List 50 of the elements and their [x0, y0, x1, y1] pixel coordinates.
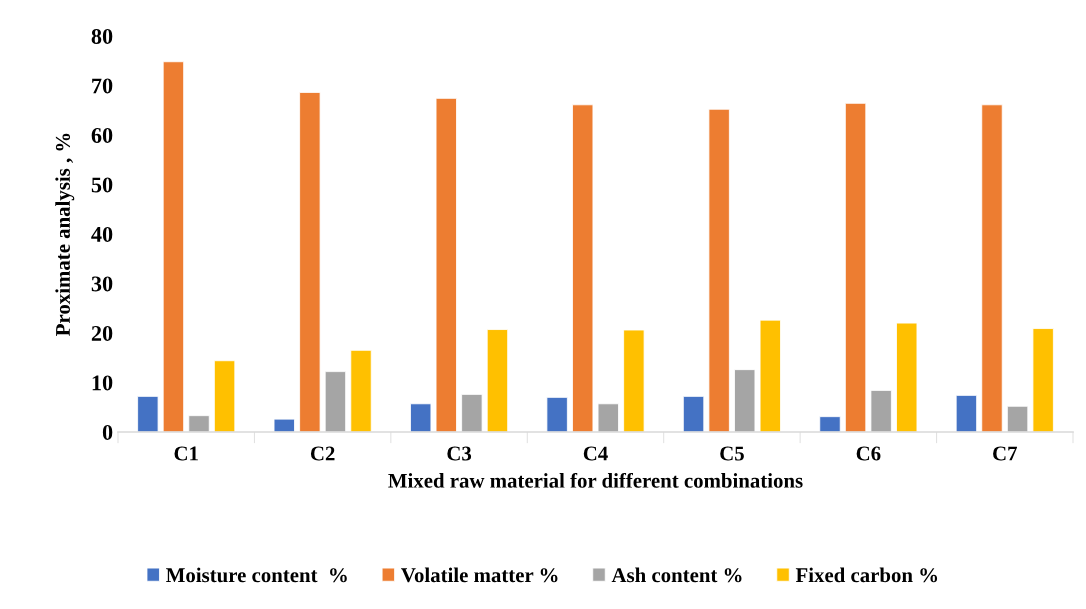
bar — [870, 390, 892, 432]
bar — [213, 360, 236, 432]
x-tick-label: C7 — [993, 446, 1018, 461]
bar — [955, 394, 978, 432]
bar — [188, 415, 210, 432]
bar — [324, 371, 347, 432]
bar — [273, 418, 295, 432]
bar — [759, 319, 781, 432]
x-tick-label: C2 — [310, 446, 335, 461]
bar — [597, 403, 619, 432]
legend-label: Fixed carbon % — [795, 567, 938, 583]
x-tick-label: C3 — [447, 446, 472, 461]
y-axis-title: Proximate analysis , % — [55, 133, 75, 336]
bar — [981, 104, 1003, 432]
bar — [734, 369, 756, 432]
x-tick-label: C1 — [174, 446, 198, 461]
bar — [162, 61, 185, 432]
y-tick-label: 0 — [102, 424, 113, 440]
y-tick-label: 70 — [92, 78, 113, 94]
x-tick-label: C5 — [720, 446, 744, 461]
bar — [844, 102, 867, 432]
x-tick-label: C4 — [583, 446, 608, 461]
bar — [896, 322, 918, 432]
x-axis-title: Mixed raw material for different combinations — [388, 472, 803, 488]
bar — [461, 393, 483, 432]
bar — [435, 97, 457, 432]
bar — [137, 395, 159, 432]
bar — [546, 396, 568, 432]
bar — [1032, 328, 1054, 432]
legend-label: Moisture content % — [166, 567, 347, 583]
bar — [410, 403, 432, 432]
bar — [1006, 405, 1029, 432]
bar — [299, 92, 321, 432]
y-tick-label: 30 — [91, 276, 113, 292]
x-tick-label: C6 — [856, 446, 881, 461]
bar — [486, 329, 509, 432]
y-tick-label: 50 — [91, 177, 113, 193]
bar — [682, 395, 705, 432]
legend-label: Ash content % — [611, 567, 742, 583]
y-tick-label: 40 — [91, 226, 113, 242]
bar — [708, 108, 730, 432]
y-tick-label: 80 — [91, 28, 113, 44]
bar — [350, 349, 372, 432]
bar — [623, 329, 645, 432]
legend-label: Volatile matter % — [401, 567, 558, 583]
bar — [572, 104, 594, 432]
y-tick-label: 60 — [91, 127, 113, 143]
y-tick-label: 10 — [92, 375, 113, 391]
bar — [819, 416, 841, 432]
y-tick-label: 20 — [91, 325, 113, 341]
